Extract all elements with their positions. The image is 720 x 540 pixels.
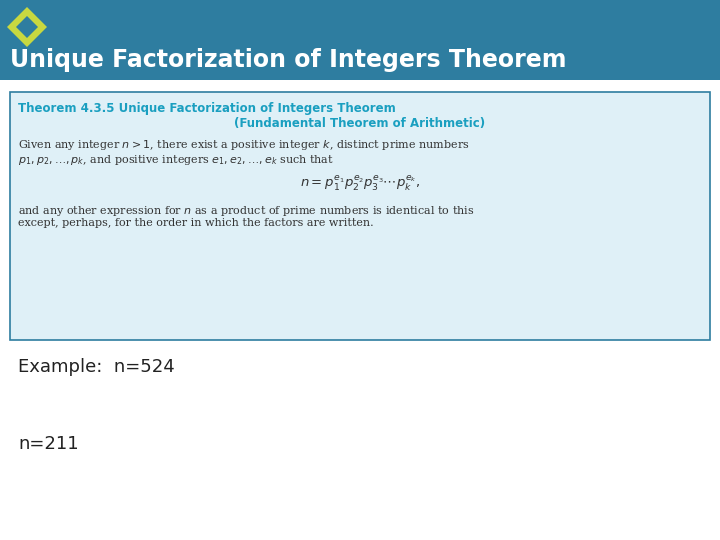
Bar [0,0,720,80]
Text: (Fundamental Theorem of Arithmetic): (Fundamental Theorem of Arithmetic) [235,117,485,130]
Polygon shape [7,7,47,47]
Text: Given any integer $n > 1$, there exist a positive integer $k$, distinct prime nu: Given any integer $n > 1$, there exist a… [18,138,469,152]
Text: Unique Factorization of Integers Theorem: Unique Factorization of Integers Theorem [10,48,567,72]
Text: Example:  n=524: Example: n=524 [18,358,175,376]
Polygon shape [16,16,38,38]
Text: except, perhaps, for the order in which the factors are written.: except, perhaps, for the order in which … [18,218,374,228]
Text: n=211: n=211 [18,435,78,453]
Text: and any other expression for $n$ as a product of prime numbers is identical to t: and any other expression for $n$ as a pr… [18,204,474,218]
Text: $n = p_1^{e_1} p_2^{e_2} p_3^{e_3} \cdots p_k^{e_k},$: $n = p_1^{e_1} p_2^{e_2} p_3^{e_3} \cdot… [300,174,420,193]
Text: $p_1, p_2, \ldots, p_k$, and positive integers $e_1, e_2, \ldots, e_k$ such that: $p_1, p_2, \ldots, p_k$, and positive in… [18,153,334,167]
FancyBboxPatch shape [10,92,710,340]
Text: Theorem 4.3.5 Unique Factorization of Integers Theorem: Theorem 4.3.5 Unique Factorization of In… [18,102,396,115]
